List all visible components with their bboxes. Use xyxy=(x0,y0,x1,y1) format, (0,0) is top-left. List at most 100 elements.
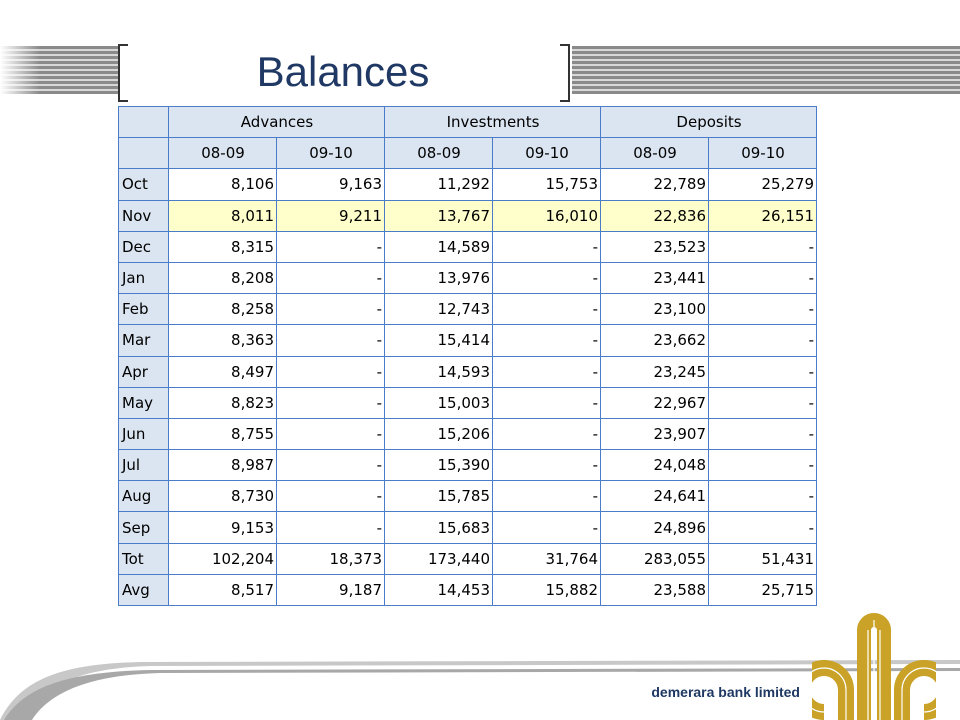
table-cell: 22,836 xyxy=(600,199,709,232)
table-row: Tot 102,204 18,373 173,440 31,764 283,055 51,4… xyxy=(118,542,817,575)
table-row: Dec 8,315-14,589-23,523- xyxy=(118,230,817,263)
table-cell: 23,100 xyxy=(600,293,709,326)
table-cell: - xyxy=(492,355,601,388)
table-cell: 15,753 xyxy=(492,168,601,201)
row-label: Mar xyxy=(118,324,169,357)
corner-cell xyxy=(118,137,169,170)
table-cell: 15,683 xyxy=(384,511,493,544)
table-cell: - xyxy=(708,417,817,451)
balances-table: Advances Investments Deposits 08-09 09-1… xyxy=(118,105,817,607)
header-stripes-left xyxy=(0,46,118,94)
table-cell: 14,589 xyxy=(384,230,493,263)
table-cell: 102,204 xyxy=(168,542,277,575)
group-header-deposits: Deposits xyxy=(600,105,817,139)
table-cell: - xyxy=(492,417,601,451)
table-cell: 23,907 xyxy=(600,417,709,451)
table-cell: 22,967 xyxy=(600,386,709,419)
table-cell: 23,662 xyxy=(600,324,709,357)
table-row: Avg 8,517 9,187 14,453 15,882 23,588 25,715 xyxy=(118,573,817,607)
table-cell: 8,823 xyxy=(168,386,277,419)
table-cell: 23,523 xyxy=(600,230,709,263)
table-cell: - xyxy=(708,449,817,482)
row-label: Avg xyxy=(118,573,169,607)
header-stripes-right xyxy=(572,46,960,94)
row-label: Feb xyxy=(118,293,169,326)
table-cell: - xyxy=(708,324,817,357)
table-cell: 51,431 xyxy=(708,542,817,575)
row-label: May xyxy=(118,386,169,419)
row-label: Oct xyxy=(118,168,169,201)
table-cell: 24,641 xyxy=(600,480,709,513)
table-cell: 18,373 xyxy=(276,542,385,575)
table-row: Aug 8,730-15,785-24,641- xyxy=(118,480,817,513)
table-cell: 8,106 xyxy=(168,168,277,201)
period-header: 08-09 xyxy=(168,137,277,170)
table-cell: 15,414 xyxy=(384,324,493,357)
row-label: Nov xyxy=(118,199,169,232)
row-label: Sep xyxy=(118,511,169,544)
table-row: Feb 8,258-12,743-23,100- xyxy=(118,293,817,326)
period-header: 08-09 xyxy=(384,137,493,170)
table-cell: 14,593 xyxy=(384,355,493,388)
row-label: Aug xyxy=(118,480,169,513)
table-row: Oct 8,106 9,163 11,292 15,753 22,789 25,279 xyxy=(118,168,817,201)
table-cell: 8,363 xyxy=(168,324,277,357)
title-bracket-left xyxy=(118,44,128,102)
table-cell: 8,755 xyxy=(168,417,277,451)
table-cell: 26,151 xyxy=(708,199,817,232)
corner-cell xyxy=(118,105,169,139)
table-cell: 15,003 xyxy=(384,386,493,419)
table-cell: - xyxy=(492,293,601,326)
period-header: 09-10 xyxy=(492,137,601,170)
table-cell: - xyxy=(492,511,601,544)
table-cell: 15,785 xyxy=(384,480,493,513)
table-cell: - xyxy=(708,386,817,419)
table-cell: 16,010 xyxy=(492,199,601,232)
table-cell: 8,208 xyxy=(168,261,277,295)
table-cell: - xyxy=(276,355,385,388)
table-body: Oct 8,106 9,163 11,292 15,753 22,789 25,279 Nov… xyxy=(118,168,817,607)
table-cell: - xyxy=(276,230,385,263)
period-header: 08-09 xyxy=(600,137,709,170)
title-bracket-right xyxy=(560,44,570,102)
table-cell: - xyxy=(492,480,601,513)
table-row: Apr 8,497-14,593-23,245- xyxy=(118,355,817,388)
table-cell: 15,882 xyxy=(492,573,601,607)
table-cell: 9,211 xyxy=(276,199,385,232)
table-cell: - xyxy=(276,449,385,482)
bank-name: demerara bank limited xyxy=(651,684,800,700)
table-cell: - xyxy=(276,417,385,451)
table-cell: 14,453 xyxy=(384,573,493,607)
period-header: 09-10 xyxy=(708,137,817,170)
table-cell: 22,789 xyxy=(600,168,709,201)
row-label: Jul xyxy=(118,449,169,482)
table-cell: - xyxy=(708,261,817,295)
table-cell: 9,153 xyxy=(168,511,277,544)
table-cell: 24,896 xyxy=(600,511,709,544)
table-cell: - xyxy=(276,480,385,513)
table-cell: 13,767 xyxy=(384,199,493,232)
table-cell: 283,055 xyxy=(600,542,709,575)
table-cell: - xyxy=(492,261,601,295)
group-header-row: Advances Investments Deposits xyxy=(118,105,817,139)
row-label: Apr xyxy=(118,355,169,388)
table-cell: - xyxy=(492,386,601,419)
slide-title: Balances xyxy=(256,48,430,95)
table-cell: - xyxy=(708,480,817,513)
row-label: Tot xyxy=(118,542,169,575)
table-cell: 8,497 xyxy=(168,355,277,388)
table-cell: - xyxy=(492,324,601,357)
group-header-investments: Investments xyxy=(384,105,601,139)
table-cell: 23,245 xyxy=(600,355,709,388)
table-row: May 8,823-15,003-22,967- xyxy=(118,386,817,419)
table-cell: 8,517 xyxy=(168,573,277,607)
table-cell: - xyxy=(276,324,385,357)
group-header-advances: Advances xyxy=(168,105,385,139)
table-row: Jan 8,208-13,976-23,441- xyxy=(118,261,817,295)
table-cell: 8,258 xyxy=(168,293,277,326)
table-cell: - xyxy=(708,511,817,544)
demerara-bank-logo xyxy=(812,613,936,720)
table-row: Sep 9,153-15,683-24,896- xyxy=(118,511,817,544)
period-header-row: 08-09 09-10 08-09 09-10 08-09 09-10 xyxy=(118,137,817,170)
table-cell: 23,588 xyxy=(600,573,709,607)
